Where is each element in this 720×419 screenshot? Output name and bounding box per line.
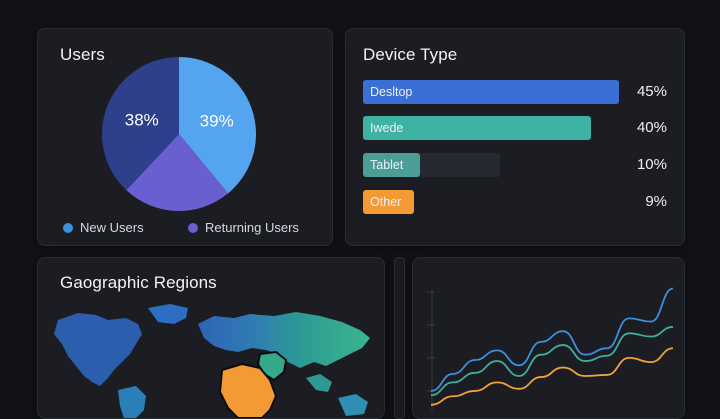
bar-row-1: Iwede 40%: [363, 116, 681, 140]
legend-returning-users: Returning Users: [188, 220, 299, 235]
map-greenland: [148, 304, 188, 324]
users-title: Users: [60, 45, 105, 64]
pie-label-2: 38%: [125, 110, 159, 129]
bar-row-0: Desltop 45%: [363, 80, 681, 104]
map-north-america: [54, 313, 142, 386]
pie-slice-1: [126, 134, 229, 211]
bar-label-0: Desltop: [370, 85, 413, 99]
map-southeast-asia: [306, 374, 332, 392]
bar-value-1: 40%: [636, 119, 667, 136]
bar-label-1: Iwede: [370, 121, 404, 135]
bar-value-3: 9%: [645, 193, 667, 210]
pie-slice-0: [179, 57, 256, 194]
bar-row-3: Other 9%: [363, 190, 681, 214]
legend-returning-users-label: Returning Users: [205, 220, 299, 235]
separator-panel: [394, 257, 405, 419]
trend-series-0: [430, 287, 674, 392]
bar-fill-0: [363, 80, 619, 104]
world-map: [54, 304, 370, 418]
trend-line-chart: [427, 287, 674, 410]
legend-returning-users-dot: [188, 222, 198, 233]
geographic-regions-title: Gaographic Regions: [60, 273, 217, 292]
bar-value-2: 10%: [636, 156, 667, 173]
bar-label-2: Tablet: [370, 158, 404, 172]
pie-slice-2: [102, 57, 179, 191]
device-type-card: Device Type Desltop 45% Iwede 40% Tablet 10% O…: [345, 28, 685, 246]
bar-fill-2: [363, 153, 420, 177]
bar-label-3: Other: [370, 195, 402, 209]
bar-fill-1: [363, 116, 591, 140]
map-south-america: [118, 386, 146, 418]
bar-row-2: Tablet 10%: [363, 153, 681, 177]
pie-label-0: 39%: [200, 111, 234, 130]
trend-series-1: [430, 326, 674, 397]
users-pie-chart: 39% 38%: [102, 57, 256, 211]
users-card: Users 39% 38% New Users Returning Users: [37, 28, 333, 246]
geographic-regions-card: Gaographic Regions: [37, 257, 385, 419]
legend-new-users: New Users: [63, 220, 144, 235]
legend-new-users-label: New Users: [80, 220, 144, 235]
device-type-title: Device Type: [363, 45, 458, 64]
bar-fill-3: [363, 190, 415, 214]
map-eurasia: [198, 312, 370, 368]
trend-card: [412, 257, 685, 419]
bar-value-0: 45%: [636, 83, 667, 100]
trend-series-2: [430, 347, 674, 406]
map-australia: [338, 394, 368, 416]
legend-new-users-dot: [63, 222, 73, 233]
